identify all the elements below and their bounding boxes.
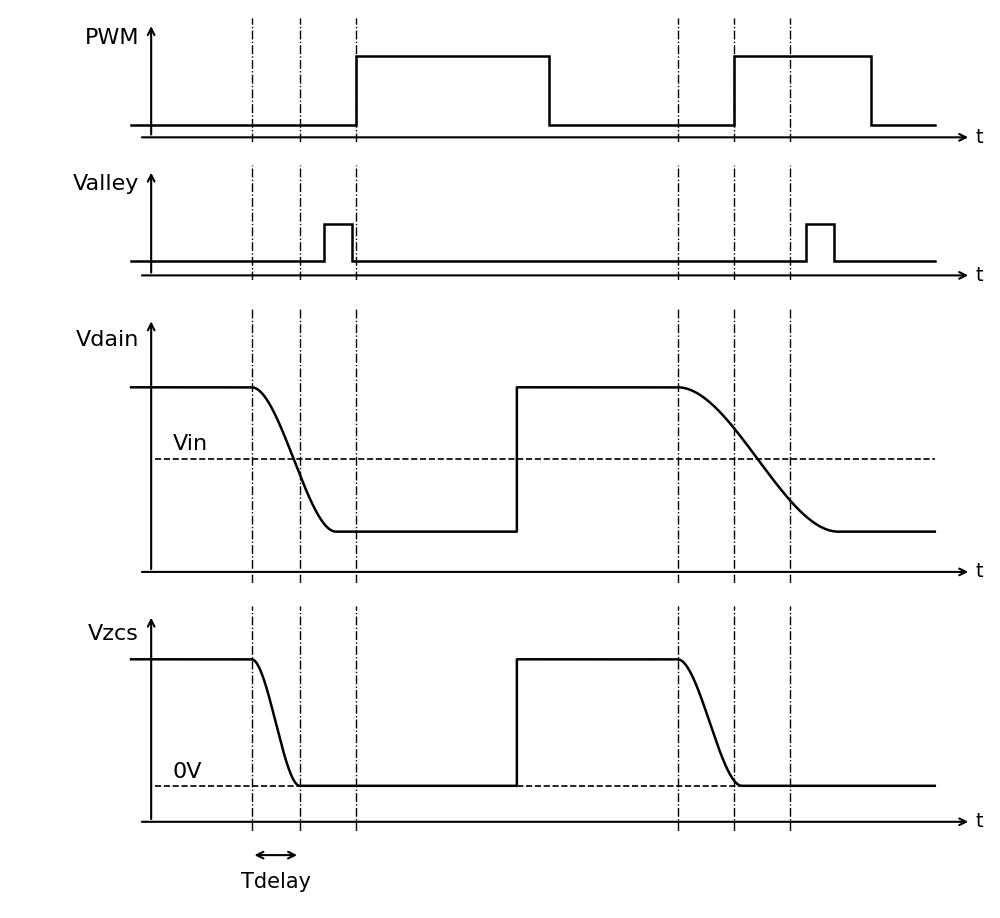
Text: Vin: Vin — [173, 434, 208, 453]
Text: t: t — [975, 563, 983, 581]
Text: 0V: 0V — [173, 762, 202, 781]
Text: PWM: PWM — [85, 28, 139, 49]
Text: Tdelay: Tdelay — [241, 872, 311, 891]
Text: Vzcs: Vzcs — [88, 624, 139, 644]
Text: t: t — [975, 812, 983, 832]
Text: Valley: Valley — [73, 174, 139, 195]
Text: t: t — [975, 266, 983, 285]
Text: Vdain: Vdain — [76, 330, 139, 350]
Text: t: t — [975, 128, 983, 147]
